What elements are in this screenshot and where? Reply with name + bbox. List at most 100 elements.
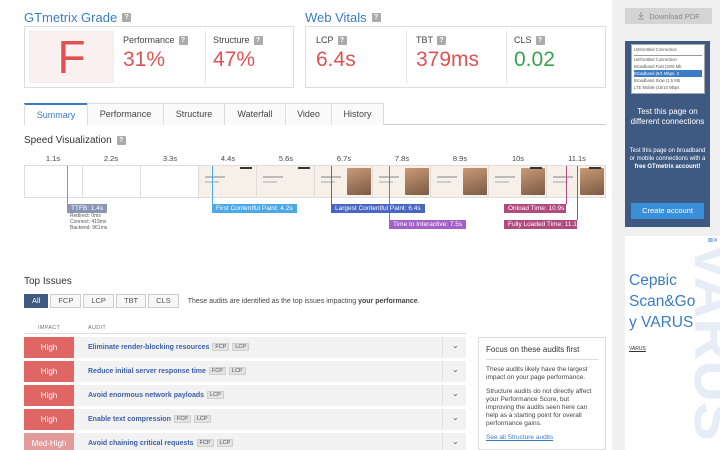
impact-badge: High [24,361,74,382]
help-icon[interactable]: ? [371,13,381,22]
help-icon[interactable]: ? [116,136,126,145]
promo-list-item: Unthrottled Connection [634,57,677,62]
issue-row[interactable]: High Enable text compression FCP LCP ⌄ [24,409,466,430]
download-icon [638,12,645,20]
promo-heading: Test this page on different connections [630,107,705,126]
performance-value: 31% [123,48,166,71]
tab-summary[interactable]: Summary [24,103,88,126]
grade-box: F Performance? 31% Structure? 47% [24,26,294,88]
issue-row[interactable]: High Eliminate render-blocking resources… [24,337,466,358]
tag-lcp: LCP [232,343,250,351]
tab-video[interactable]: Video [285,103,332,125]
onload-line [566,166,567,204]
impact-header: IMPACT [38,325,61,331]
tti-marker: Time to Interactive: 7.5s [389,220,467,229]
report-tabs: Summary Performance Structure Waterfall … [24,103,606,126]
chevron-down-icon: ⌄ [452,389,459,398]
speed-title-text: Speed Visualization [24,135,112,146]
filter-tbt[interactable]: TBT [115,294,147,308]
filmstrip-frame [373,166,431,197]
ad-brand-link[interactable]: VARUS [629,346,646,352]
issue-row[interactable]: High Avoid enormous network payloads LCP … [24,385,466,406]
note-suffix: . [417,297,420,305]
impact-badge: High [24,385,74,406]
promo-list-item: LTE Mobile (15/10 Mbps [634,85,680,90]
performance-metric: Performance? 31% [123,35,188,72]
divider [205,31,206,83]
hero-image-thumbnail [405,168,429,195]
note-prefix: These audits are identified as the top i… [187,297,359,305]
tab-performance[interactable]: Performance [87,103,164,125]
help-icon[interactable]: ? [437,35,446,45]
help-icon[interactable]: ? [122,13,132,22]
focus-title: Focus on these audits first [486,345,598,360]
right-sidebar: Download PDF Unthrottled Connection Unth… [612,0,720,450]
tab-history[interactable]: History [331,103,384,125]
lcp-value: 6.4s [316,48,356,71]
fully-loaded-line [577,166,578,220]
tick-label: 1.1s [45,154,61,163]
tick-label: 2.2s [103,154,119,163]
structure-audits-link[interactable]: See all Structure audits [486,434,554,441]
expand-toggle[interactable]: ⌄ [442,433,466,450]
tick-label: 6.7s [336,154,352,163]
help-icon[interactable]: ? [178,35,188,45]
ttfb-marker: TTFB: 1.4s [67,204,108,213]
help-icon[interactable]: ? [253,35,263,45]
issue-filters: All FCP LCP TBT CLS These audits are ide… [24,294,420,308]
issue-title: Eliminate render-blocking resources FCP LC… [88,343,250,351]
ttfb-redirect: Redirect: 0ms [70,213,101,219]
tbt-value: 379ms [416,48,480,71]
chevron-down-icon: ⌄ [452,341,459,350]
expand-toggle[interactable]: ⌄ [442,409,466,430]
ttfb-line [67,166,68,204]
tag-lcp: LCP [216,439,234,447]
fcp-line [212,166,213,204]
hero-image-thumbnail [347,168,371,195]
filmstrip-frame [547,166,605,197]
issue-title: Reduce initial server response time FCP LC… [88,367,246,375]
advertisement[interactable]: ⊠✕ VARUS Сервіс Scan&Go у VARUS VARUS [625,236,720,450]
web-vitals-box: LCP? 6.4s TBT? 379ms CLS? 0.02 [305,26,606,88]
tbt-label: TBT [416,35,433,45]
tag-lcp: LCP [207,391,224,399]
filmstrip-frame [83,166,141,197]
timeline-ticks: 1.1s 2.2s 3.3s 4.4s 5.6s 6.7s 7.8s 8.9s … [24,154,606,164]
filmstrip-frame [199,166,257,197]
filter-all[interactable]: All [24,294,49,308]
hero-image-thumbnail [580,168,604,195]
tick-label: 11.1s [568,154,586,163]
fcp-marker: First Contentful Paint: 4.2s [212,204,297,213]
web-vitals-section-title: Web Vitals ? [305,10,381,25]
grade-section-title: GTmetrix Grade ? [24,10,132,25]
expand-toggle[interactable]: ⌄ [442,337,466,358]
ad-close-icon[interactable]: ⊠✕ [707,238,718,244]
ad-line: Scan&Go [629,293,696,310]
issue-row[interactable]: Med-High Avoid chaining critical request… [24,433,466,450]
tab-structure[interactable]: Structure [163,103,225,125]
filter-cls[interactable]: CLS [148,294,179,308]
create-account-button[interactable]: Create account [631,203,704,219]
download-pdf-button[interactable]: Download PDF [625,8,712,24]
tag-fcp: FCP [208,367,226,375]
filter-fcp[interactable]: FCP [50,294,82,308]
filter-lcp[interactable]: LCP [83,294,114,308]
expand-toggle[interactable]: ⌄ [442,385,466,406]
help-icon[interactable]: ? [337,35,347,45]
issue-title-text: Avoid enormous network payloads [88,391,205,399]
chevron-down-icon: ⌄ [452,437,459,446]
focus-text: Structure audits do not directly affect … [486,388,592,427]
divider [506,31,507,83]
fully-loaded-marker: Fully Loaded Time: 11.1s [504,220,580,229]
filmstrip-frame [257,166,315,197]
help-icon[interactable]: ? [535,35,545,45]
issue-row[interactable]: High Reduce initial server response time… [24,361,466,382]
cls-metric: CLS? 0.02 [514,35,555,72]
filmstrip[interactable] [24,165,606,198]
ttfb-backend: Backend: 961ms [70,225,108,231]
tag-fcp: FCP [196,439,214,447]
ttfb-connect: Connect: 419ms [70,219,107,225]
tab-waterfall[interactable]: Waterfall [224,103,286,125]
promo-text-prefix: Test this page on broadband or mobile co… [629,148,706,162]
expand-toggle[interactable]: ⌄ [442,361,466,382]
